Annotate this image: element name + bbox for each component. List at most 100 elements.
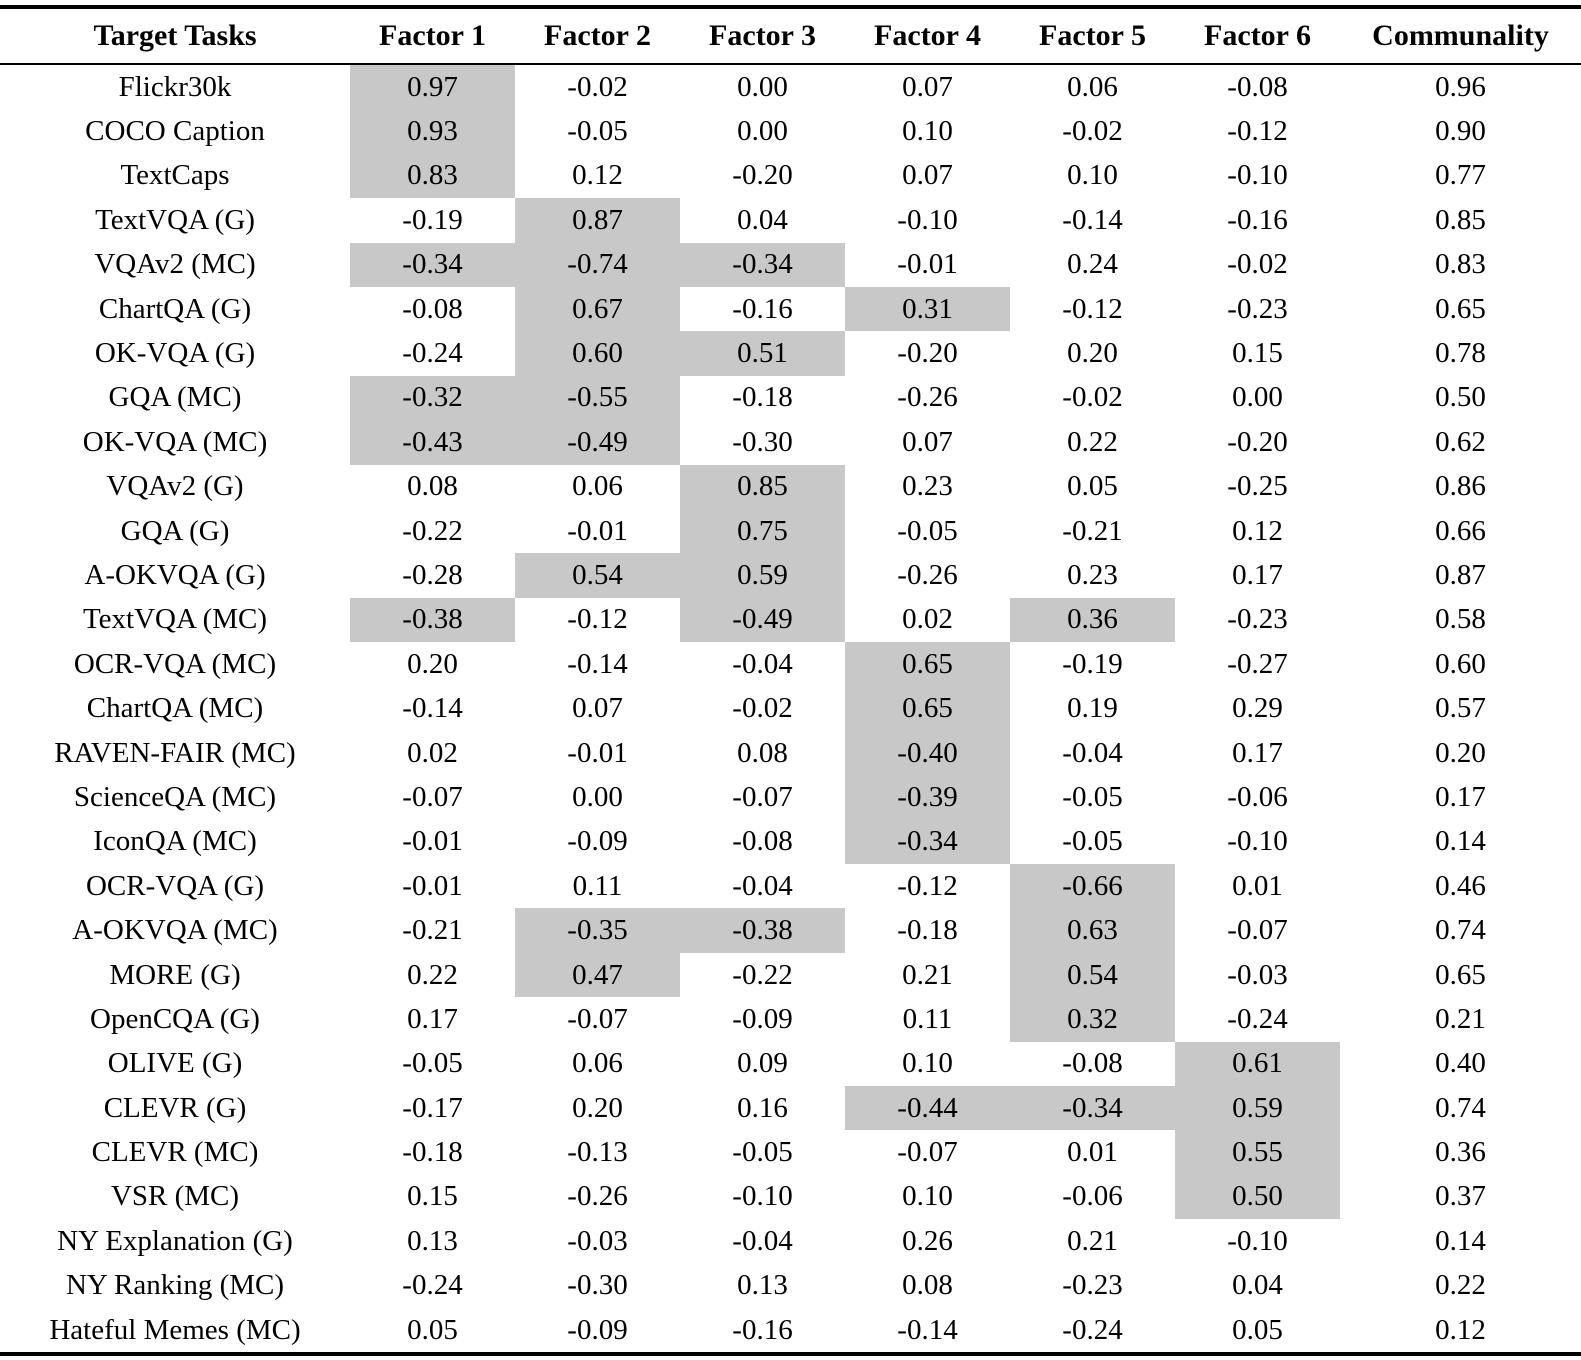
header-factor-4: Factor 4	[845, 7, 1010, 65]
task-name: VQAv2 (G)	[106, 470, 244, 503]
communality-cell: 0.14	[1435, 1224, 1486, 1257]
factor-3-loading-cell: -0.04	[732, 1224, 793, 1257]
factor-1-loading-cell: 0.97	[350, 64, 515, 110]
table-row: A-OKVQA (G) -0.28 0.54 0.59 -0.26 0.23 0.17 0.8…	[0, 553, 1581, 598]
factor-4-loading-cell: -0.07	[897, 1136, 958, 1169]
factor-2-loading-cell: 0.20	[572, 1091, 623, 1124]
factor-6-loading-cell: -0.25	[1227, 470, 1288, 503]
factor-2-loading-cell: -0.35	[515, 908, 680, 953]
header-target-tasks: Target Tasks	[0, 7, 350, 65]
factor-2-loading-cell: 0.06	[572, 1047, 623, 1080]
factor-1-loading-cell: 0.20	[407, 647, 458, 680]
factor-2-loading-cell: -0.01	[567, 514, 628, 547]
factor-6-loading-cell: 0.17	[1232, 558, 1283, 591]
table-row: ChartQA (MC) -0.14 0.07 -0.02 0.65 0.19 0.29 0.…	[0, 686, 1581, 731]
table-row: COCO Caption 0.93 -0.05 0.00 0.10 -0.02 -0.12 0…	[0, 109, 1581, 154]
factor-2-loading-cell: -0.13	[567, 1136, 628, 1169]
factor-6-loading-cell: 0.04	[1232, 1269, 1283, 1302]
factor-5-loading-cell: 0.05	[1067, 470, 1118, 503]
factor-1-loading-cell: -0.28	[402, 558, 463, 591]
factor-6-loading-cell: 0.59	[1175, 1085, 1340, 1131]
communality-cell: 0.87	[1435, 558, 1486, 591]
factor-3-loading-cell: -0.22	[732, 958, 793, 991]
task-name: COCO Caption	[85, 115, 265, 148]
factor-3-loading-cell: 0.59	[680, 553, 845, 598]
factor-loadings-table: Target Tasks Factor 1 Factor 2 Factor 3 …	[0, 5, 1581, 1357]
factor-3-loading-cell: -0.20	[732, 159, 793, 192]
factor-1-loading-cell: 0.15	[407, 1180, 458, 1213]
task-name: Hateful Memes (MC)	[49, 1313, 301, 1346]
factor-6-loading-cell: -0.20	[1227, 425, 1288, 458]
factor-5-loading-cell: -0.21	[1062, 514, 1123, 547]
factor-3-loading-cell: 0.13	[737, 1269, 788, 1302]
factor-4-loading-cell: -0.14	[897, 1313, 958, 1346]
task-name: OCR-VQA (MC)	[73, 647, 277, 680]
task-name: OpenCQA (G)	[90, 1002, 260, 1035]
header-factor-3: Factor 3	[680, 7, 845, 65]
factor-2-loading-cell: 0.87	[515, 198, 680, 243]
header-factor-6: Factor 6	[1175, 7, 1340, 65]
factor-6-loading-cell: -0.23	[1227, 603, 1288, 636]
factor-6-loading-cell: -0.07	[1227, 914, 1288, 947]
table-row: TextCaps 0.83 0.12 -0.20 0.07 0.10 -0.10 0.77	[0, 153, 1581, 199]
factor-3-loading-cell: -0.18	[732, 381, 793, 414]
factor-1-loading-cell: -0.24	[402, 337, 463, 370]
factor-2-loading-cell: -0.74	[515, 242, 680, 287]
task-name: TextCaps	[120, 159, 230, 192]
factor-6-loading-cell: -0.23	[1227, 292, 1288, 325]
factor-2-loading-cell: 0.47	[515, 952, 680, 998]
factor-4-loading-cell: 0.23	[902, 470, 953, 503]
factor-6-loading-cell: -0.10	[1227, 159, 1288, 192]
factor-3-loading-cell: -0.10	[732, 1180, 793, 1213]
factor-1-loading-cell: -0.34	[350, 242, 515, 287]
table-row: OCR-VQA (MC) 0.20 -0.14 -0.04 0.65 -0.19 -0.27…	[0, 642, 1581, 687]
factor-3-loading-cell: -0.08	[732, 825, 793, 858]
factor-5-loading-cell: 0.06	[1067, 70, 1118, 103]
factor-5-loading-cell: -0.23	[1062, 1269, 1123, 1302]
factor-4-loading-cell: -0.44	[845, 1085, 1010, 1131]
factor-1-loading-cell: -0.05	[402, 1047, 463, 1080]
factor-5-loading-cell: -0.24	[1062, 1313, 1123, 1346]
factor-2-loading-cell: 0.67	[515, 286, 680, 332]
factor-1-loading-cell: -0.24	[402, 1269, 463, 1302]
table-row: GQA (G) -0.22 -0.01 0.75 -0.05 -0.21 0.12 0.66	[0, 508, 1581, 554]
factor-4-loading-cell: 0.08	[902, 1269, 953, 1302]
table-row: ScienceQA (MC) -0.07 0.00 -0.07 -0.39 -0.05 -0…	[0, 775, 1581, 820]
factor-4-loading-cell: 0.65	[845, 686, 1010, 731]
factor-5-loading-cell: -0.02	[1062, 115, 1123, 148]
factor-4-loading-cell: 0.10	[902, 115, 953, 148]
communality-cell: 0.78	[1435, 337, 1486, 370]
factor-1-loading-cell: -0.43	[350, 420, 515, 465]
header-row: Target Tasks Factor 1 Factor 2 Factor 3 …	[0, 7, 1581, 65]
factor-1-loading-cell: 0.17	[407, 1002, 458, 1035]
task-name: IconQA (MC)	[93, 825, 257, 858]
communality-cell: 0.65	[1435, 292, 1486, 325]
communality-cell: 0.40	[1435, 1047, 1486, 1080]
factor-6-loading-cell: -0.16	[1227, 203, 1288, 236]
factor-6-loading-cell: 0.00	[1232, 381, 1283, 414]
factor-1-loading-cell: 0.93	[350, 109, 515, 154]
task-name: OCR-VQA (G)	[85, 869, 265, 902]
factor-3-loading-cell: 0.85	[680, 464, 845, 509]
factor-6-loading-cell: 0.61	[1175, 1041, 1340, 1086]
communality-cell: 0.46	[1435, 869, 1486, 902]
table-row: IconQA (MC) -0.01 -0.09 -0.08 -0.34 -0.05 -0.1…	[0, 819, 1581, 865]
task-name: A-OKVQA (G)	[84, 558, 266, 591]
factor-1-loading-cell: 0.02	[407, 736, 458, 769]
factor-5-loading-cell: -0.66	[1010, 864, 1175, 909]
factor-1-loading-cell: -0.01	[402, 869, 463, 902]
factor-6-loading-cell: 0.12	[1232, 514, 1283, 547]
factor-6-loading-cell: 0.50	[1175, 1174, 1340, 1220]
factor-5-loading-cell: -0.12	[1062, 292, 1123, 325]
factor-3-loading-cell: -0.34	[680, 242, 845, 287]
task-name: GQA (MC)	[108, 381, 242, 414]
factor-3-loading-cell: 0.16	[737, 1091, 788, 1124]
factor-3-loading-cell: -0.09	[732, 1002, 793, 1035]
table-row: CLEVR (G) -0.17 0.20 0.16 -0.44 -0.34 0.59 0.74	[0, 1085, 1581, 1131]
factor-5-loading-cell: -0.08	[1062, 1047, 1123, 1080]
factor-4-loading-cell: 0.11	[902, 1002, 953, 1035]
factor-3-loading-cell: 0.08	[737, 736, 788, 769]
table-row: GQA (MC) -0.32 -0.55 -0.18 -0.26 -0.02 0.00 0.5…	[0, 375, 1581, 421]
factor-4-loading-cell: 0.07	[902, 70, 953, 103]
table-row: VQAv2 (G) 0.08 0.06 0.85 0.23 0.05 -0.25 0.86	[0, 464, 1581, 509]
